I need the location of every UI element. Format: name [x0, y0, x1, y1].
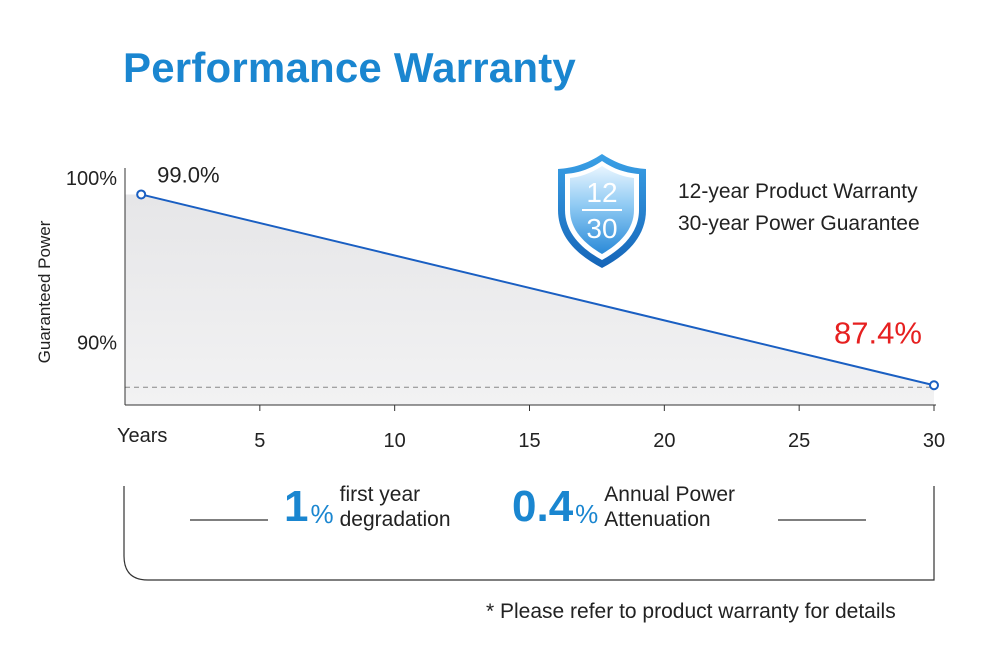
power-series-line: [140, 193, 935, 387]
stat-description: first year degradation: [340, 482, 451, 532]
stat-annual: 0.4 % Annual Power Attenuation: [512, 482, 735, 532]
stat-desc-line-1: Annual Power: [604, 483, 736, 506]
x-tick-label: 10: [384, 430, 406, 452]
data-point: [136, 189, 147, 200]
shield-icon: 12 30: [558, 154, 646, 268]
stat-description: Annual Power Attenuation: [604, 482, 735, 532]
y-tick-label: 100%: [66, 168, 117, 190]
stat-unit: %: [575, 498, 599, 529]
y-ticks: 100% 90%: [66, 168, 117, 354]
data-point: [929, 380, 939, 391]
y-tick-label: 90%: [77, 332, 117, 354]
summary-bracket: [123, 486, 935, 581]
x-ticks: 5 10 15 20 25 30: [254, 405, 945, 452]
y-axis-label: Guaranteed Power: [35, 220, 54, 363]
start-value-label: 99.0%: [157, 162, 219, 187]
stat-unit: %: [310, 498, 334, 529]
x-axis-label: Years: [117, 425, 167, 447]
x-tick-label: 15: [518, 430, 540, 452]
warranty-text: 12-year Product Warranty 30-year Power G…: [678, 176, 920, 240]
x-tick-label: 25: [788, 430, 810, 452]
stat-desc-line-2: degradation: [339, 508, 451, 531]
warranty-line-1: 12-year Product Warranty: [678, 180, 918, 203]
shield-top-number: 12: [586, 177, 617, 208]
stat-desc-line-2: Attenuation: [604, 508, 711, 531]
stat-number: 0.4: [512, 482, 574, 531]
page-title: Performance Warranty: [123, 44, 576, 91]
x-tick-label: 5: [254, 430, 265, 452]
shield-bottom-number: 30: [586, 213, 617, 244]
stat-first-year: 1 % first year degradation: [284, 482, 451, 532]
area-fill: [125, 194, 934, 405]
x-tick-label: 20: [653, 430, 675, 452]
x-tick-label: 30: [923, 430, 945, 452]
stat-desc-line-1: first year: [339, 483, 421, 506]
warranty-line-2: 30-year Power Guarantee: [678, 212, 920, 235]
data-points: [136, 189, 939, 391]
footnote: * Please refer to product warranty for d…: [486, 600, 896, 623]
stat-number: 1: [284, 482, 309, 531]
end-value-label: 87.4%: [834, 315, 922, 350]
